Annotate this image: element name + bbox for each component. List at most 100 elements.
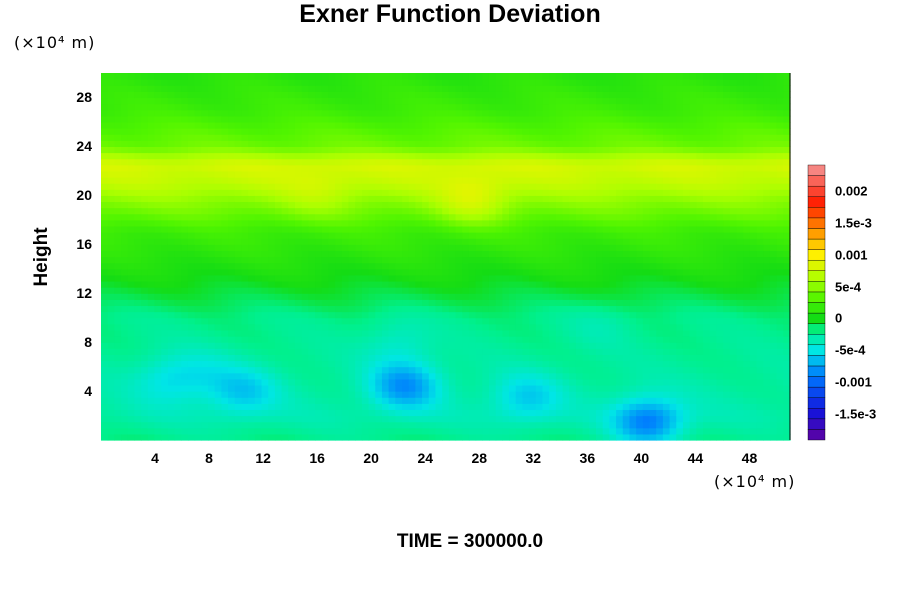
heatmap-cell bbox=[335, 244, 343, 251]
heatmap-cell bbox=[602, 73, 610, 80]
heatmap-cell bbox=[248, 109, 256, 117]
heatmap-cell bbox=[355, 366, 363, 374]
heatmap-cell bbox=[335, 421, 343, 429]
heatmap-cell bbox=[141, 421, 149, 429]
heatmap-cell bbox=[368, 152, 376, 160]
heatmap-cell bbox=[455, 195, 463, 203]
heatmap-cell bbox=[221, 329, 229, 337]
heatmap-cell bbox=[174, 73, 182, 80]
heatmap-cell bbox=[428, 409, 437, 417]
heatmap-cell bbox=[315, 317, 323, 325]
heatmap-cell bbox=[555, 213, 564, 221]
heatmap-cell bbox=[161, 103, 169, 111]
heatmap-cell bbox=[368, 238, 376, 245]
heatmap-cell bbox=[402, 115, 410, 123]
heatmap-cell bbox=[582, 366, 590, 374]
heatmap-cell bbox=[161, 250, 169, 258]
heatmap-cell bbox=[502, 152, 510, 160]
heatmap-cell bbox=[248, 152, 256, 160]
heatmap-cell bbox=[529, 250, 537, 258]
heatmap-cell bbox=[388, 397, 396, 404]
heatmap-cell bbox=[241, 287, 249, 294]
heatmap-cell bbox=[375, 274, 383, 282]
heatmap-cell bbox=[308, 238, 316, 245]
heatmap-cell bbox=[348, 293, 356, 300]
heatmap-cell bbox=[435, 409, 443, 417]
heatmap-cell bbox=[241, 183, 249, 190]
heatmap-cell bbox=[529, 280, 537, 288]
heatmap-cell bbox=[422, 403, 430, 411]
heatmap-cell bbox=[649, 268, 657, 276]
heatmap-cell bbox=[522, 384, 530, 392]
heatmap-cell bbox=[194, 140, 202, 147]
heatmap-cell bbox=[127, 140, 136, 147]
heatmap-cell bbox=[502, 323, 510, 331]
heatmap-cell bbox=[301, 244, 309, 251]
heatmap-cell bbox=[415, 73, 423, 80]
heatmap-cell bbox=[582, 348, 590, 355]
heatmap-cell bbox=[475, 158, 483, 166]
heatmap-cell bbox=[254, 250, 263, 258]
heatmap-cell bbox=[488, 183, 497, 190]
heatmap-cell bbox=[301, 354, 309, 362]
heatmap-cell bbox=[234, 244, 243, 251]
heatmap-cell bbox=[321, 79, 330, 86]
heatmap-cell bbox=[114, 73, 122, 80]
heatmap-cell bbox=[161, 287, 169, 294]
heatmap-cell bbox=[609, 397, 617, 404]
heatmap-cell bbox=[402, 421, 410, 429]
heatmap-cell bbox=[208, 433, 216, 441]
heatmap-cell bbox=[274, 317, 283, 325]
heatmap-cell bbox=[649, 409, 657, 417]
heatmap-cell bbox=[522, 280, 530, 288]
heatmap-cell bbox=[328, 274, 336, 282]
heatmap-cell bbox=[462, 238, 470, 245]
heatmap-cell bbox=[375, 391, 383, 398]
heatmap-cell bbox=[101, 348, 109, 355]
heatmap-cell bbox=[294, 85, 303, 92]
heatmap-cell bbox=[234, 109, 243, 117]
heatmap-cell bbox=[488, 421, 497, 429]
heatmap-cell bbox=[127, 336, 136, 343]
heatmap-cell bbox=[141, 372, 149, 380]
heatmap-cell bbox=[381, 268, 390, 276]
heatmap-cell bbox=[475, 415, 483, 423]
heatmap-cell bbox=[388, 207, 396, 215]
heatmap-cell bbox=[268, 348, 276, 355]
heatmap-cell bbox=[522, 244, 530, 251]
heatmap-cell bbox=[121, 219, 129, 227]
heatmap-cell bbox=[468, 85, 477, 92]
heatmap-cell bbox=[214, 323, 223, 331]
heatmap-cell bbox=[629, 232, 637, 239]
heatmap-cell bbox=[448, 103, 457, 111]
heatmap-cell bbox=[622, 342, 631, 349]
heatmap-cell bbox=[248, 329, 256, 337]
heatmap-cell bbox=[208, 287, 216, 294]
heatmap-cell bbox=[107, 274, 115, 282]
heatmap-cell bbox=[141, 391, 149, 398]
heatmap-cell bbox=[241, 433, 249, 441]
heatmap-cell bbox=[402, 384, 410, 392]
heatmap-cell bbox=[575, 146, 584, 154]
heatmap-cell bbox=[582, 164, 590, 172]
heatmap-cell bbox=[395, 207, 403, 215]
heatmap-cell bbox=[114, 201, 122, 209]
heatmap-cell bbox=[428, 183, 437, 190]
heatmap-cell bbox=[609, 213, 617, 221]
heatmap-cell bbox=[509, 427, 517, 435]
heatmap-cell bbox=[234, 305, 243, 313]
heatmap-cell bbox=[529, 427, 537, 435]
heatmap-cell bbox=[629, 384, 637, 392]
heatmap-cell bbox=[141, 360, 149, 368]
heatmap-cell bbox=[154, 207, 162, 215]
heatmap-cell bbox=[422, 299, 430, 307]
heatmap-cell bbox=[361, 244, 370, 251]
heatmap-cell bbox=[649, 384, 657, 392]
heatmap-cell bbox=[174, 378, 182, 386]
heatmap-cell bbox=[435, 354, 443, 362]
heatmap-cell bbox=[602, 397, 610, 404]
heatmap-cell bbox=[241, 115, 249, 123]
heatmap-cell bbox=[448, 195, 457, 203]
heatmap-cell bbox=[462, 115, 470, 123]
heatmap-cell bbox=[154, 115, 162, 123]
